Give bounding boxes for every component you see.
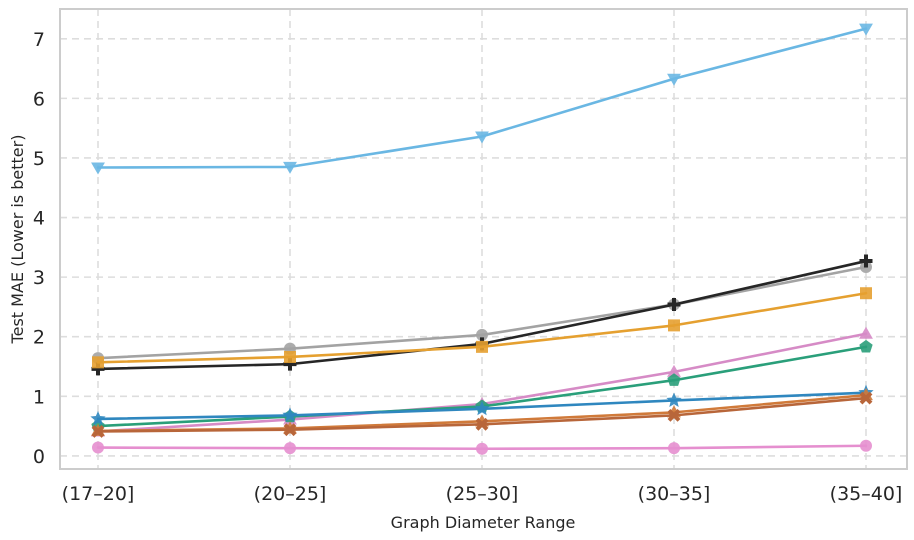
series-brown-point-4 [859, 391, 873, 405]
series-orange-point-4 [860, 287, 872, 300]
series-brown-point-0 [91, 425, 105, 438]
series-magenta [92, 439, 872, 455]
series-black-point-4 [859, 254, 873, 268]
plot-background [60, 9, 907, 469]
series-blue [90, 384, 874, 426]
y-axis-label: Test MAE (Lower is better) [8, 135, 27, 345]
series-black-point-3 [667, 298, 681, 312]
series-blue-point-0 [90, 410, 106, 426]
series-brown [91, 391, 873, 438]
series-pink-point-4 [859, 326, 873, 339]
series-magenta-point-0 [92, 441, 104, 454]
series-brown-point-3 [667, 408, 681, 422]
x-tick-label-1: (20–25] [254, 483, 327, 505]
y-tick-label-3: 3 [33, 267, 45, 289]
series-layer [90, 23, 874, 455]
series-orange [92, 287, 872, 369]
x-axis-label: Graph Diameter Range [391, 513, 576, 532]
series-sky [91, 23, 873, 175]
series-magenta-point-1 [284, 442, 296, 455]
series-brown-point-1 [283, 423, 297, 437]
series-orange-point-2 [476, 340, 488, 353]
series-magenta-point-2 [476, 442, 488, 455]
series-sky-point-2 [475, 131, 489, 144]
y-tick-labels: 0 1 2 3 4 5 6 7 [33, 29, 45, 468]
series-orange-point-0 [92, 356, 104, 369]
series-blue-point-3 [666, 392, 682, 407]
series-blue-point-2 [474, 400, 490, 416]
y-tick-label-4: 4 [33, 208, 45, 230]
x-tick-label-0: (17–20] [62, 483, 135, 505]
x-tick-label-3: (30–35] [638, 483, 711, 505]
plot-frame [59, 8, 908, 470]
series-sky-point-4 [859, 23, 873, 36]
y-tick-label-1: 1 [33, 386, 45, 408]
y-tick-label-6: 6 [33, 88, 45, 110]
series-magenta-point-3 [668, 442, 680, 455]
series-orange-point-1 [284, 350, 296, 363]
series-green-point-4 [859, 339, 873, 353]
series-gray-point-2 [476, 328, 488, 341]
y-tick-label-2: 2 [33, 327, 45, 349]
series-sky-point-0 [91, 162, 105, 175]
y-tick-label-0: 0 [33, 446, 45, 468]
series-sky-point-1 [283, 161, 297, 174]
series-magenta-point-4 [860, 439, 872, 452]
x-tick-label-2: (25–30] [446, 483, 519, 505]
series-pink-point-3 [667, 364, 681, 377]
series-green-point-3 [667, 373, 681, 386]
series-orange-point-3 [668, 319, 680, 332]
series-sky-point-3 [667, 73, 681, 86]
y-tick-label-7: 7 [33, 29, 45, 51]
y-tick-label-5: 5 [33, 148, 45, 170]
x-tick-label-4: (35–40] [830, 483, 903, 505]
x-tick-labels: (17–20] (20–25] (25–30] (30–35] (35–40] [62, 483, 903, 505]
series-brown-point-2 [475, 417, 489, 431]
series-blue-point-1 [282, 407, 298, 422]
